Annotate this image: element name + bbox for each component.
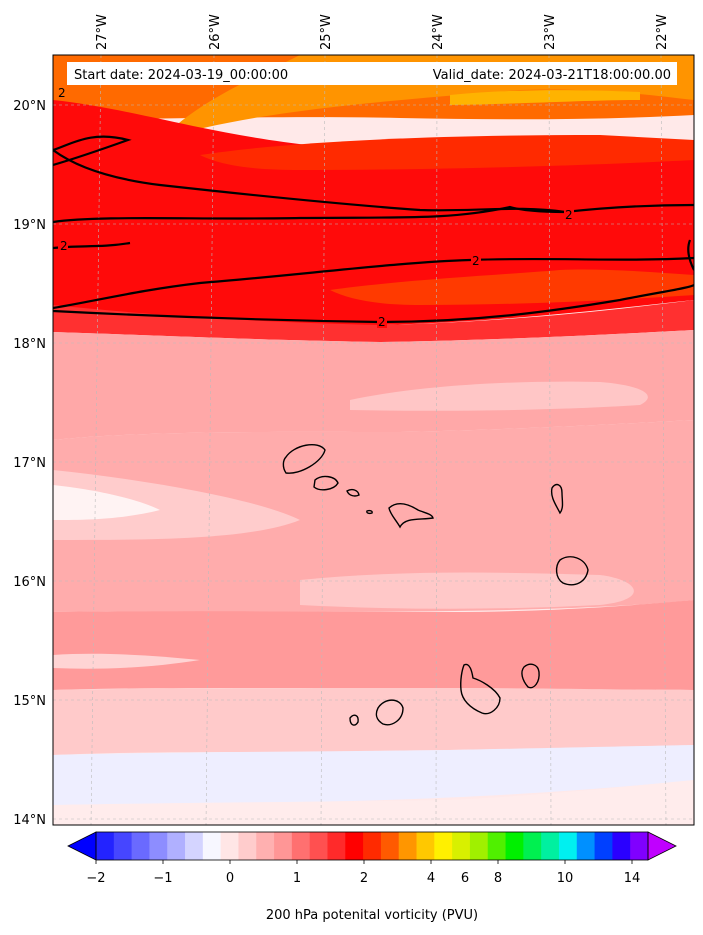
- lon-tick-label: 26°W: [208, 14, 223, 50]
- latitude-labels: 20°N 19°N 18°N 17°N 16°N 15°N 14°N: [13, 99, 46, 828]
- island-sao-vicente: [313, 475, 339, 491]
- colorbar-cell: [256, 832, 275, 860]
- colorbar-cell: [487, 832, 507, 860]
- island-sao-nicolau: [388, 503, 434, 529]
- lon-tick-label: 23°W: [543, 14, 558, 50]
- pv-contours: [53, 135, 694, 324]
- colorbar-tick-label: 6: [461, 871, 469, 886]
- island-brava: [349, 714, 359, 726]
- lat-tick-label: 19°N: [13, 218, 46, 233]
- colorbar-cell: [523, 832, 542, 860]
- contour-label: 2: [565, 208, 573, 222]
- colorbar-cell: [202, 832, 222, 860]
- colorbar-cell: [576, 832, 596, 860]
- colorbar-cell: [274, 832, 293, 860]
- colorbar-tick-label: −2: [86, 871, 105, 886]
- colorbar-cell: [345, 832, 364, 860]
- colorbar-ticks: [95, 860, 633, 864]
- plot-frame: [52, 54, 695, 826]
- lon-tick-label: 25°W: [319, 14, 334, 50]
- colorbar-cell: [434, 832, 453, 860]
- colorbar-cells: [96, 832, 649, 860]
- contour-label: 2: [472, 254, 480, 268]
- valid-date-label: Valid_date: 2024-03-21T18:00:00.00: [433, 68, 671, 83]
- colorbar-cell: [380, 832, 400, 860]
- colorbar-cell: [541, 832, 560, 860]
- colorbar-max-extend: [647, 831, 677, 861]
- colorbar-cell: [558, 832, 578, 860]
- colorbar-cell: [327, 832, 346, 860]
- start-date-label: Start date: 2024-03-19_00:00:00: [74, 68, 288, 83]
- coastlines: [282, 443, 589, 726]
- date-info-box: Start date: 2024-03-19_00:00:00 Valid_da…: [67, 62, 677, 85]
- longitude-labels: 27°W 26°W 25°W 24°W 23°W 22°W: [95, 14, 670, 50]
- island-santa-luzia: [346, 488, 360, 497]
- colorbar: −2 −1 0 1 2 4 6 8 10 14 200 hPa potenita…: [67, 831, 677, 923]
- island-sal: [550, 483, 564, 515]
- lat-tick-label: 16°N: [13, 575, 46, 590]
- colorbar-cell: [594, 832, 613, 860]
- colorbar-frame: [95, 831, 649, 861]
- colorbar-cell: [96, 832, 115, 860]
- lon-tick-label: 24°W: [431, 14, 446, 50]
- colorbar-cell: [309, 832, 329, 860]
- colorbar-tick-label: 1: [293, 871, 301, 886]
- colorbar-cell: [398, 832, 418, 860]
- lon-tick-label: 27°W: [95, 14, 110, 50]
- colorbar-tick-label: −1: [153, 871, 172, 886]
- contour-label-group: 2 2 2 2 2: [56, 86, 574, 329]
- colorbar-cell: [167, 832, 186, 860]
- colorbar-cell: [291, 832, 311, 860]
- island-boa-vista: [555, 556, 589, 586]
- island-santo-antao: [282, 443, 326, 474]
- colorbar-tick-label: 2: [360, 871, 368, 886]
- colorbar-cell: [363, 832, 382, 860]
- lat-tick-label: 18°N: [13, 337, 46, 352]
- colorbar-cell: [238, 832, 257, 860]
- contour-label: 2: [378, 315, 386, 329]
- pv-shading: [53, 55, 694, 825]
- island-sao-nicolau-w: [366, 509, 373, 515]
- island-santiago: [460, 663, 501, 715]
- colorbar-cell: [149, 832, 168, 860]
- contour-label: 2: [58, 86, 66, 100]
- colorbar-cell: [630, 832, 649, 860]
- contour-label: 2: [60, 239, 68, 253]
- colorbar-cell: [452, 832, 471, 860]
- colorbar-cell: [612, 832, 631, 860]
- colorbar-tick-label: 10: [557, 871, 574, 886]
- lat-tick-label: 15°N: [13, 694, 46, 709]
- colorbar-cell: [185, 832, 204, 860]
- colorbar-tick-label: 4: [427, 871, 435, 886]
- colorbar-tick-label: 14: [624, 871, 641, 886]
- colorbar-cell: [505, 832, 524, 860]
- colorbar-title: 200 hPa potenital vorticity (PVU): [266, 908, 478, 923]
- colorbar-cell: [416, 832, 435, 860]
- colorbar-cell: [469, 832, 489, 860]
- gridlines: [53, 55, 694, 825]
- lat-tick-label: 17°N: [13, 456, 46, 471]
- lat-tick-label: 14°N: [13, 813, 46, 828]
- colorbar-cell: [131, 832, 151, 860]
- island-maio: [521, 663, 540, 689]
- colorbar-min-extend: [67, 831, 97, 861]
- colorbar-cell: [113, 832, 133, 860]
- lon-tick-label: 22°W: [655, 14, 670, 50]
- island-fogo: [375, 699, 404, 726]
- colorbar-tick-label: 8: [494, 871, 502, 886]
- colorbar-tick-label: 0: [226, 871, 234, 886]
- lat-tick-label: 20°N: [13, 99, 46, 114]
- colorbar-cell: [220, 832, 240, 860]
